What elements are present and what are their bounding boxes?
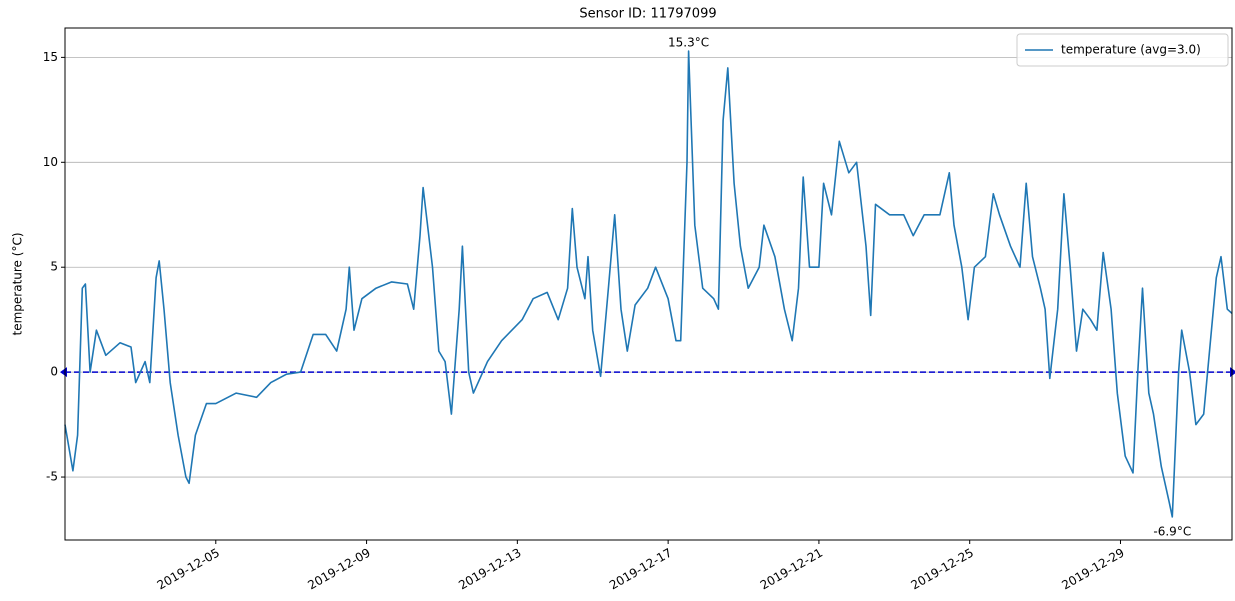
data-line [64, 50, 1233, 518]
x-tick-label: 2019-12-05 [155, 546, 222, 593]
y-tick-label: 0 [50, 365, 58, 379]
x-tick-label: 2019-12-13 [456, 546, 523, 593]
chart-title: Sensor ID: 11797099 [579, 7, 716, 22]
annotation: 15.3°C [668, 36, 709, 50]
x-tick-label: 2019-12-25 [909, 546, 976, 593]
reference-marker [60, 367, 67, 378]
annotation: -6.9°C [1153, 524, 1191, 538]
y-axis-label: temperature (°C) [11, 233, 25, 336]
x-tick-label: 2019-12-17 [607, 546, 674, 593]
y-tick-label: -5 [46, 470, 58, 484]
legend-label: temperature (avg=3.0) [1061, 43, 1201, 57]
y-tick-label: 5 [50, 260, 58, 274]
legend: temperature (avg=3.0) [1016, 33, 1229, 67]
x-tick-label: 2019-12-09 [305, 546, 372, 593]
y-tick-label: 15 [43, 50, 58, 64]
y-tick-label: 10 [43, 155, 58, 169]
x-tick-label: 2019-12-21 [758, 546, 825, 593]
plot-frame [64, 27, 1233, 541]
x-tick-label: 2019-12-29 [1059, 546, 1126, 593]
legend-box [1016, 33, 1229, 67]
